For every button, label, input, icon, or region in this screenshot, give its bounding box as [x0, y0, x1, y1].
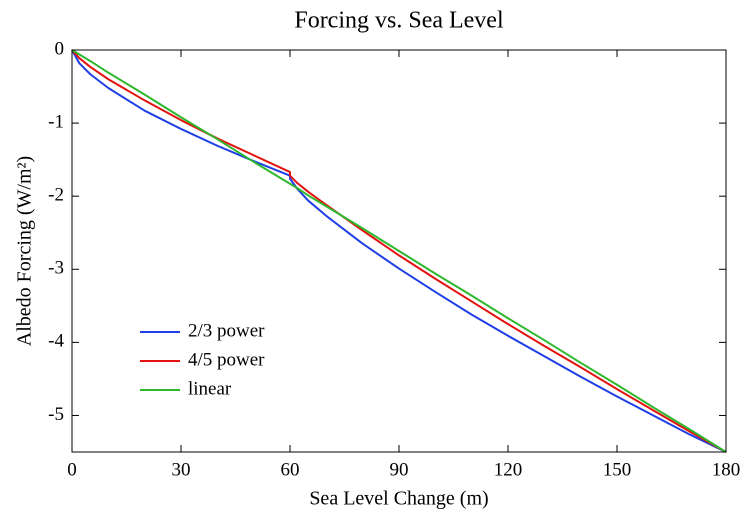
- chart-title: Forcing vs. Sea Level: [294, 8, 504, 34]
- plot-frame: [71, 49, 727, 453]
- y-tick-label: -2: [48, 185, 64, 206]
- y-axis-label: Albedo Forcing (W/m²): [14, 156, 36, 346]
- y-tick-label: -5: [48, 404, 64, 425]
- x-tick-label: 0: [67, 459, 77, 480]
- x-tick-label: 150: [603, 459, 632, 480]
- y-tick-label: -4: [48, 331, 64, 352]
- series-line: [71, 49, 727, 453]
- y-tick-label: -3: [48, 258, 64, 279]
- x-axis-label: Sea Level Change (m): [309, 488, 488, 510]
- y-tick-label: 0: [55, 38, 65, 59]
- legend-label: linear: [188, 378, 232, 399]
- series-line: [71, 49, 727, 453]
- legend-label: 2/3 power: [188, 320, 265, 341]
- y-tick-label: -1: [48, 111, 64, 132]
- x-tick-label: 30: [172, 459, 191, 480]
- series-line: [71, 49, 727, 453]
- x-tick-label: 180: [712, 459, 741, 480]
- x-tick-label: 90: [390, 459, 409, 480]
- x-tick-label: 120: [494, 459, 523, 480]
- legend-label: 4/5 power: [188, 349, 265, 370]
- x-tick-label: 60: [281, 459, 300, 480]
